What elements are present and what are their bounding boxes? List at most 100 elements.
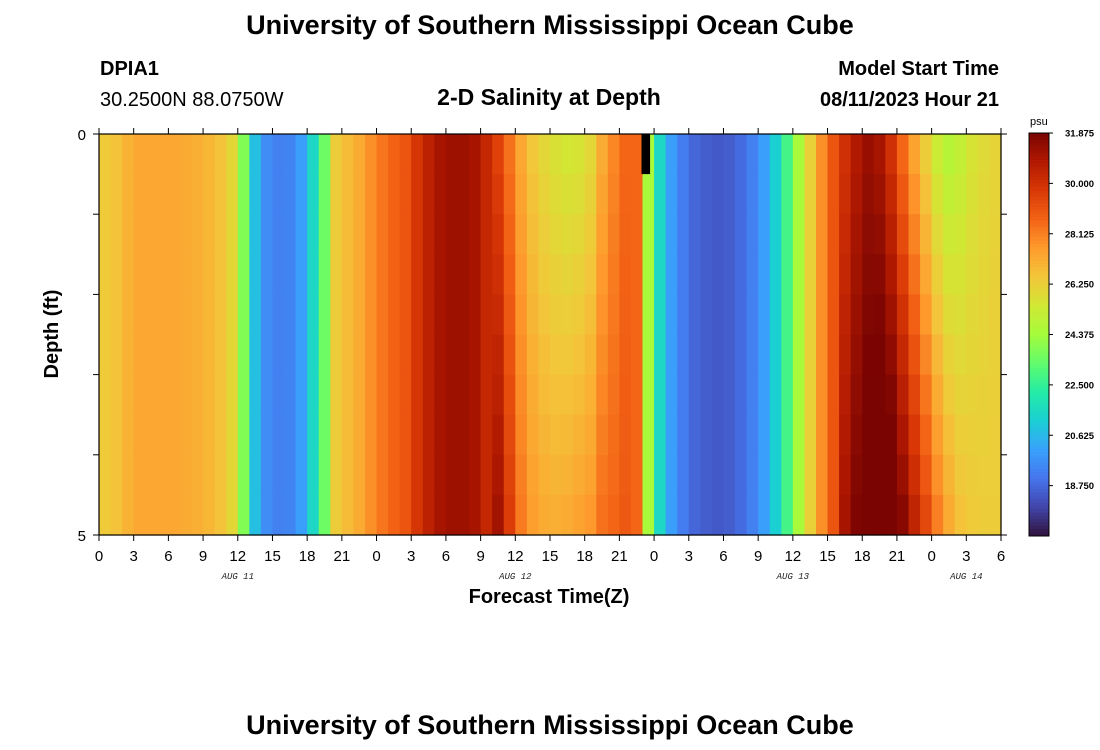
heatmap-cell	[110, 254, 123, 295]
heatmap-cell	[735, 134, 748, 175]
heatmap-cell	[584, 294, 597, 336]
heatmap-cell	[226, 134, 239, 175]
heatmap-cell	[723, 454, 736, 496]
heatmap-cell	[307, 374, 320, 416]
heatmap-cell	[168, 134, 181, 175]
heatmap-cell	[630, 454, 644, 496]
colorbar-segment	[1029, 532, 1049, 537]
heatmap-cell	[642, 254, 655, 295]
heatmap-cell	[954, 254, 967, 295]
heatmap-cell	[145, 294, 158, 336]
heatmap-cell	[769, 494, 782, 536]
heatmap-cell	[665, 334, 678, 376]
heatmap-cell	[318, 494, 331, 536]
colorbar-segment	[1029, 358, 1049, 362]
heatmap-cell	[908, 134, 921, 175]
heatmap-cell	[862, 254, 875, 295]
heatmap-cell	[492, 134, 505, 175]
heatmap-cell	[873, 214, 886, 255]
heatmap-cell	[399, 134, 412, 175]
heatmap-cell	[920, 134, 933, 175]
heatmap-cell	[746, 254, 759, 295]
colorbar-segment	[1029, 351, 1049, 356]
heatmap-cell	[931, 134, 944, 175]
heatmap-cell	[237, 454, 250, 496]
heatmap-cell	[399, 454, 412, 496]
heatmap-cell	[642, 414, 655, 456]
heatmap-cell	[977, 334, 991, 376]
heatmap-cell	[711, 414, 725, 456]
heatmap-cell	[191, 454, 204, 496]
heatmap-cell	[341, 414, 355, 456]
heatmap-cell	[642, 174, 655, 215]
heatmap-cell	[364, 454, 378, 496]
heatmap-cell	[665, 494, 678, 536]
colorbar-label: 24.375	[1065, 330, 1095, 341]
heatmap-cell	[226, 494, 239, 536]
colorbar-segment	[1029, 522, 1049, 527]
heatmap-cell	[596, 374, 609, 416]
colorbar-segment	[1029, 361, 1049, 366]
heatmap-cell	[307, 254, 320, 295]
x-tick-label: 9	[476, 548, 484, 565]
colorbar-label: 26.250	[1065, 280, 1094, 291]
heatmap-cell	[122, 254, 135, 295]
heatmap-cell	[307, 214, 320, 255]
heatmap-cell	[203, 454, 216, 496]
heatmap-cell	[480, 214, 493, 255]
heatmap-cell	[388, 414, 401, 456]
colorbar-segment	[1029, 210, 1049, 215]
heatmap-cell	[630, 134, 644, 175]
heatmap-cell	[943, 254, 956, 295]
colorbar-segment	[1029, 381, 1049, 386]
colorbar-segment	[1029, 478, 1049, 483]
heatmap-cell	[295, 214, 308, 255]
heatmap-cell	[110, 374, 123, 416]
heatmap-cell	[561, 294, 574, 336]
heatmap-cell	[711, 374, 725, 416]
colorbar-segment	[1029, 250, 1049, 255]
heatmap-cell	[815, 494, 829, 536]
heatmap-cell	[480, 374, 493, 416]
heatmap-cell	[688, 454, 701, 496]
heatmap-cell	[515, 494, 528, 536]
heatmap-cell	[954, 414, 967, 456]
heatmap-cell	[573, 254, 586, 295]
heatmap-cell	[769, 374, 782, 416]
heatmap-cell	[931, 414, 944, 456]
heatmap-cell	[457, 134, 470, 175]
heatmap-cell	[735, 294, 748, 336]
heatmap-cell	[550, 334, 563, 376]
heatmap-cell	[145, 414, 158, 456]
heatmap-cell	[735, 214, 748, 255]
heatmap-cell	[226, 254, 239, 295]
heatmap-cell	[156, 134, 169, 175]
colorbar-segment	[1029, 257, 1049, 262]
heatmap-cell	[573, 134, 586, 175]
colorbar-segment	[1029, 321, 1049, 325]
heatmap-cell	[364, 334, 378, 376]
heatmap-cell	[711, 174, 725, 215]
heatmap-cell	[214, 334, 227, 376]
colorbar-segment	[1029, 418, 1049, 423]
heatmap-cell	[873, 334, 886, 376]
heatmap-cell	[388, 454, 401, 496]
heatmap-cell	[203, 414, 216, 456]
heatmap-cell	[434, 414, 447, 456]
heatmap-cell	[700, 134, 713, 175]
chart-title: 2-D Salinity at Depth	[437, 84, 661, 110]
date-label: AUG 14	[949, 572, 982, 582]
heatmap-cell	[284, 134, 297, 175]
heatmap-cell	[122, 214, 135, 255]
x-tick-label: 21	[334, 548, 351, 565]
heatmap-cell	[434, 134, 447, 175]
heatmap-cell	[654, 374, 667, 416]
heatmap-cell	[330, 134, 343, 175]
heatmap-cell	[376, 334, 389, 376]
heatmap-cell	[341, 454, 355, 496]
heatmap-cell	[110, 494, 123, 536]
heatmap-cell	[758, 254, 771, 295]
heatmap-cell	[272, 134, 285, 175]
heatmap-cell	[272, 294, 285, 336]
heatmap-cell	[815, 334, 829, 376]
